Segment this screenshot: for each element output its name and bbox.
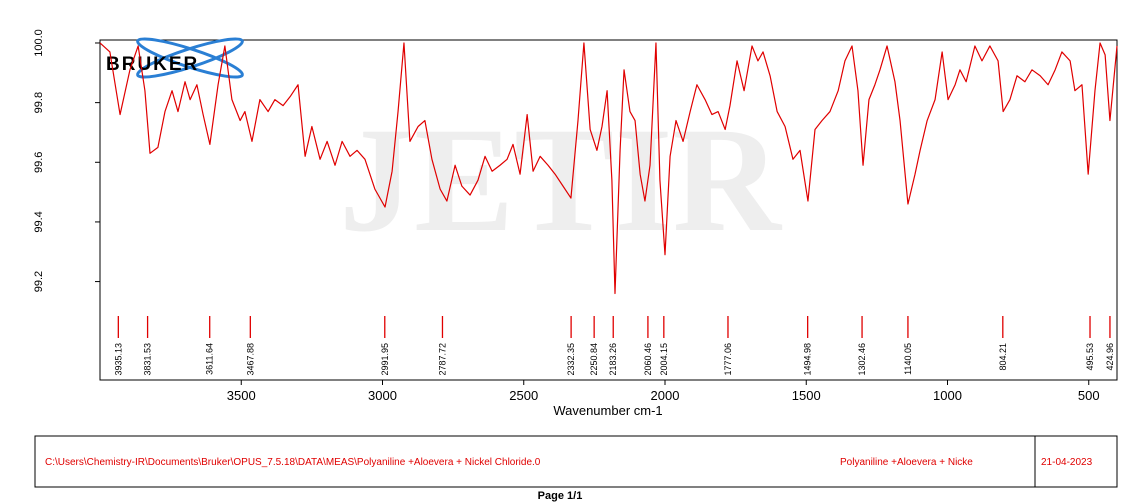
- peak-label: 1302.46: [857, 343, 867, 376]
- peak-label: 2991.95: [380, 343, 390, 376]
- peak-label: 2060.46: [643, 343, 653, 376]
- y-tick-label: 99.6: [33, 152, 45, 173]
- x-axis-label: Wavenumber cm-1: [553, 403, 662, 418]
- footer-sample: Polyaniline +Aloevera + Nicke: [840, 457, 973, 468]
- footer-path: C:\Users\Chemistry-IR\Documents\Bruker\O…: [45, 457, 541, 468]
- x-tick-label: 2000: [651, 388, 680, 403]
- peak-label: 804.21: [998, 343, 1008, 371]
- x-tick-label: 2500: [509, 388, 538, 403]
- x-tick-label: 3500: [227, 388, 256, 403]
- peak-label: 3935.13: [113, 343, 123, 376]
- peak-label: 3611.64: [205, 343, 215, 375]
- watermark: JETIR: [339, 97, 782, 263]
- peak-label: 424.96: [1105, 343, 1115, 371]
- peak-label: 2004.15: [659, 343, 669, 376]
- x-tick-label: 1000: [933, 388, 962, 403]
- y-tick-label: 99.4: [33, 211, 45, 232]
- peak-label: 2332.35: [566, 343, 576, 376]
- page-number: Page 1/1: [538, 490, 583, 502]
- chart: JETIR BRUKER Wavenumber cm-1 C:\Users\Ch…: [0, 0, 1122, 503]
- peak-label: 2787.72: [437, 343, 447, 376]
- peak-label: 495.53: [1085, 343, 1095, 371]
- footer-date: 21-04-2023: [1041, 457, 1093, 468]
- peak-label: 1494.98: [803, 343, 813, 376]
- logo-text: BRUKER: [106, 54, 199, 75]
- peak-label: 2250.84: [589, 343, 599, 376]
- peak-label: 3831.53: [143, 343, 153, 376]
- y-tick-label: 99.8: [33, 92, 45, 113]
- peak-label: 1140.05: [903, 343, 913, 375]
- x-tick-label: 500: [1078, 388, 1100, 403]
- peak-label: 2183.26: [608, 343, 618, 376]
- y-tick-label: 99.2: [33, 271, 45, 292]
- peak-label: 3467.88: [245, 343, 255, 376]
- x-tick-label: 3000: [368, 388, 397, 403]
- peak-label: 1777.06: [723, 343, 733, 376]
- y-tick-label: 100.0: [33, 29, 45, 57]
- x-tick-label: 1500: [792, 388, 821, 403]
